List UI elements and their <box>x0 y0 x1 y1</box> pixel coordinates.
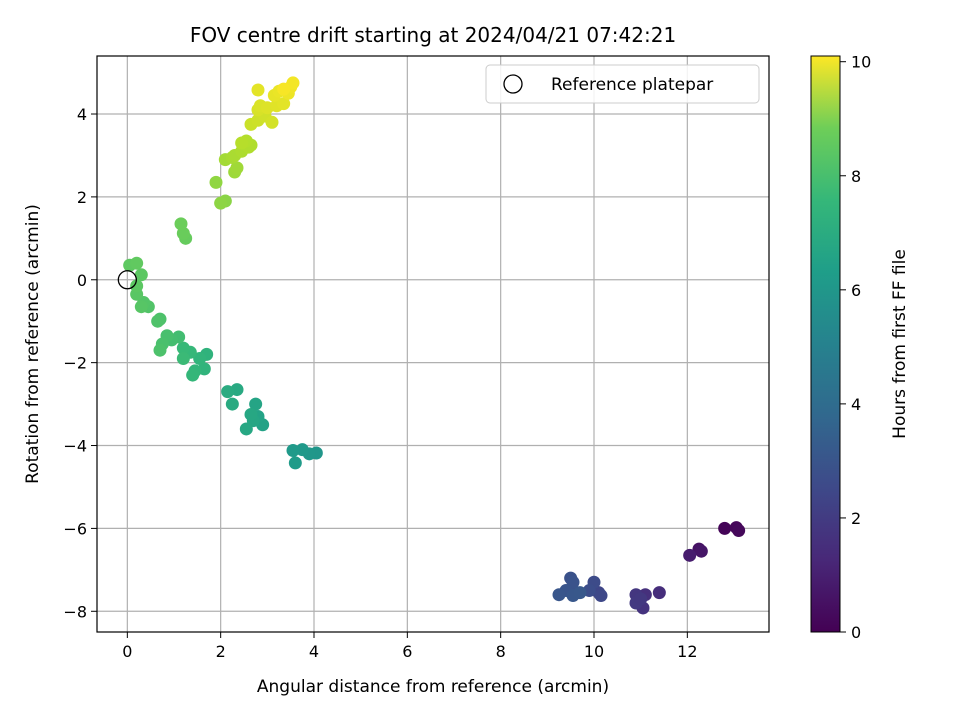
grid-lines <box>97 56 769 632</box>
x-tick-label: 2 <box>216 642 226 661</box>
data-point <box>277 82 291 96</box>
data-point <box>634 592 648 606</box>
x-tick-label: 8 <box>496 642 506 661</box>
x-tick-label: 10 <box>584 642 604 661</box>
x-tick-label: 0 <box>122 642 132 661</box>
data-point <box>251 83 265 97</box>
data-point <box>683 548 697 562</box>
data-point <box>732 523 746 537</box>
data-point <box>652 586 666 600</box>
data-point <box>235 136 249 150</box>
data-point <box>249 397 263 411</box>
data-point <box>230 161 244 175</box>
x-tick-label: 6 <box>402 642 412 661</box>
y-axis-ticks: −8 −6 −4 −2 0 2 4 <box>63 105 97 621</box>
data-point <box>193 352 207 366</box>
y-tick-label: 0 <box>77 271 87 290</box>
colorbar-tick-label: 0 <box>851 623 861 642</box>
colorbar-tick-label: 10 <box>851 53 871 72</box>
legend: Reference platepar <box>485 64 760 104</box>
y-tick-label: 2 <box>77 188 87 207</box>
y-tick-label: −8 <box>63 602 87 621</box>
data-point <box>174 217 188 231</box>
data-point <box>718 521 732 535</box>
data-point <box>153 343 167 357</box>
data-point <box>130 279 144 293</box>
colorbar-tick-label: 8 <box>851 167 861 186</box>
data-point <box>295 443 309 457</box>
data-point <box>209 175 223 189</box>
data-point <box>288 456 302 470</box>
colorbar-label: Hours from first FF file <box>890 249 910 439</box>
data-point <box>186 368 200 382</box>
data-point <box>134 268 148 282</box>
y-tick-label: −4 <box>63 437 87 456</box>
data-point <box>130 256 144 270</box>
data-point <box>176 352 190 366</box>
chart-title: FOV centre drift starting at 2024/04/21 … <box>190 23 676 47</box>
data-point <box>694 544 708 558</box>
legend-box <box>485 64 760 104</box>
y-tick-label: 4 <box>77 105 87 124</box>
data-point <box>265 115 279 129</box>
x-tick-label: 12 <box>677 642 697 661</box>
reference-platepar-marker <box>117 270 137 290</box>
colorbar-tick-label: 2 <box>851 509 861 528</box>
x-tick-label: 4 <box>309 642 319 661</box>
colorbar-ticks: 0 2 4 6 8 10 <box>840 53 871 642</box>
data-point <box>239 422 253 436</box>
data-points <box>117 76 746 615</box>
data-point <box>286 76 300 90</box>
colorbar-gradient <box>811 56 840 632</box>
y-tick-label: −6 <box>63 519 87 538</box>
data-point <box>244 407 258 421</box>
x-axis-label: Angular distance from reference (arcmin) <box>257 677 609 697</box>
data-point <box>552 588 566 602</box>
data-point <box>277 97 291 111</box>
data-point <box>134 300 148 314</box>
y-tick-label: −2 <box>63 354 87 373</box>
colorbar: 0 2 4 6 8 10 Hours from first FF file <box>810 53 910 642</box>
plot-frame <box>96 55 770 633</box>
legend-reference-marker <box>503 74 523 94</box>
colorbar-frame <box>810 55 841 633</box>
data-point <box>176 341 190 355</box>
data-point <box>573 586 587 600</box>
data-point <box>151 314 165 328</box>
data-point <box>286 443 300 457</box>
colorbar-tick-label: 6 <box>851 281 861 300</box>
data-point <box>225 397 239 411</box>
data-point <box>594 589 608 603</box>
x-axis-ticks: 0 2 4 6 8 10 12 <box>122 632 698 661</box>
data-point <box>214 196 228 210</box>
y-axis-label: Rotation from reference (arcmin) <box>23 204 43 484</box>
data-point <box>221 385 235 399</box>
legend-label-reference: Reference platepar <box>551 75 713 95</box>
colorbar-tick-label: 4 <box>851 395 861 414</box>
